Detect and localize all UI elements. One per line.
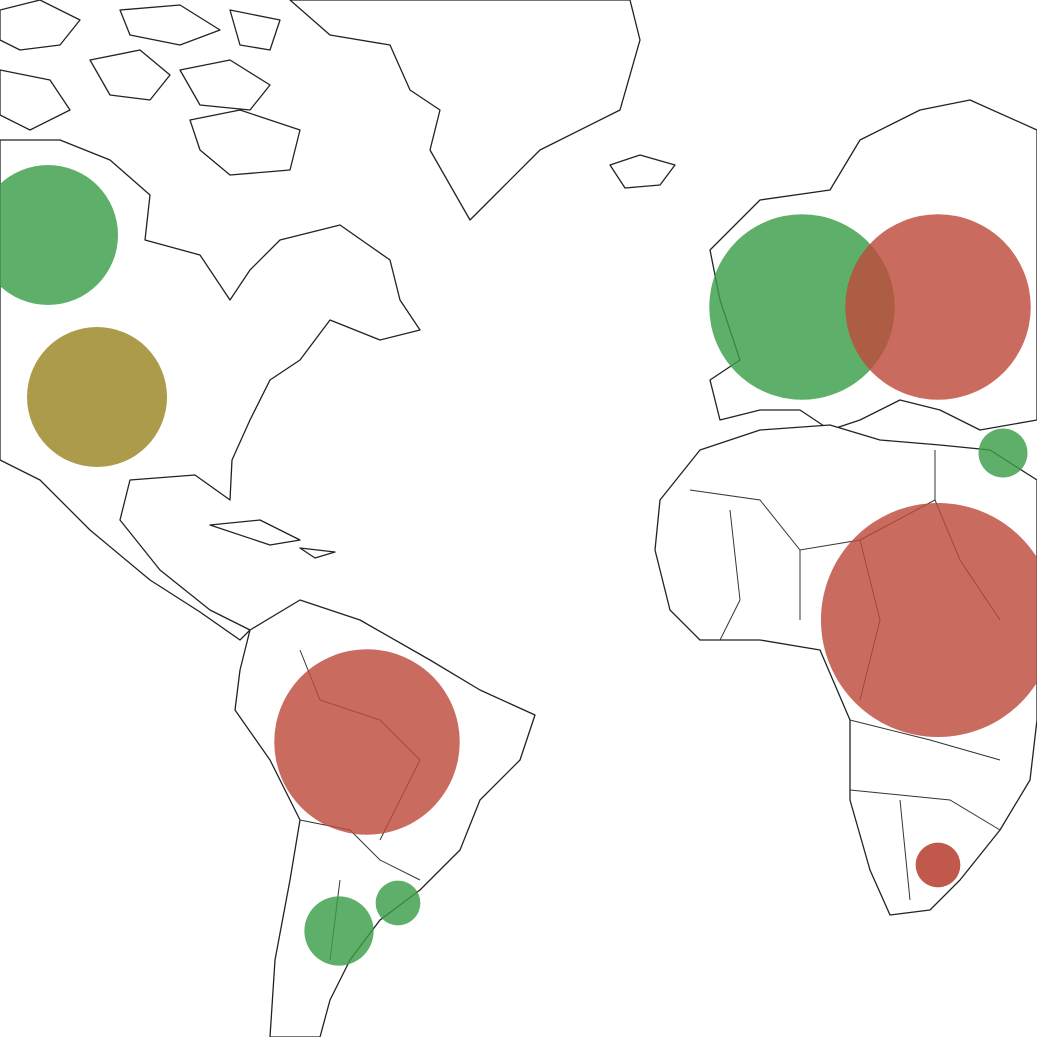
bubble (27, 327, 167, 467)
bubble (304, 896, 374, 966)
bubble (845, 214, 1031, 400)
bubble (274, 649, 460, 835)
bubble (375, 880, 421, 926)
bubble-layer (0, 165, 1037, 966)
bubble (709, 214, 895, 400)
bubble (978, 428, 1028, 478)
bubble (820, 502, 1037, 738)
iceland (609, 154, 676, 189)
bubble (915, 842, 961, 888)
bubble (0, 165, 118, 305)
caribbean (209, 519, 336, 559)
arctic-islands (0, 0, 301, 176)
greenland (289, 0, 641, 221)
